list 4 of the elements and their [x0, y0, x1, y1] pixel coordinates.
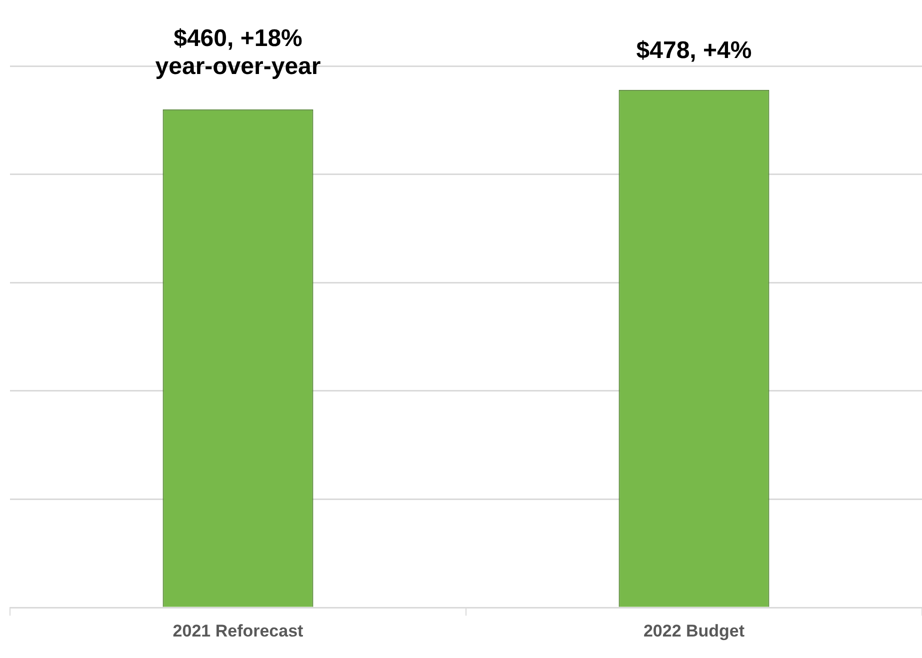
x-tick-label: 2022 Budget: [643, 621, 745, 640]
data-label: $460, +18% year-over-year: [155, 25, 321, 80]
x-tick-label: 2021 Reforecast: [172, 621, 304, 640]
data-label: $478, +4%: [636, 37, 752, 64]
